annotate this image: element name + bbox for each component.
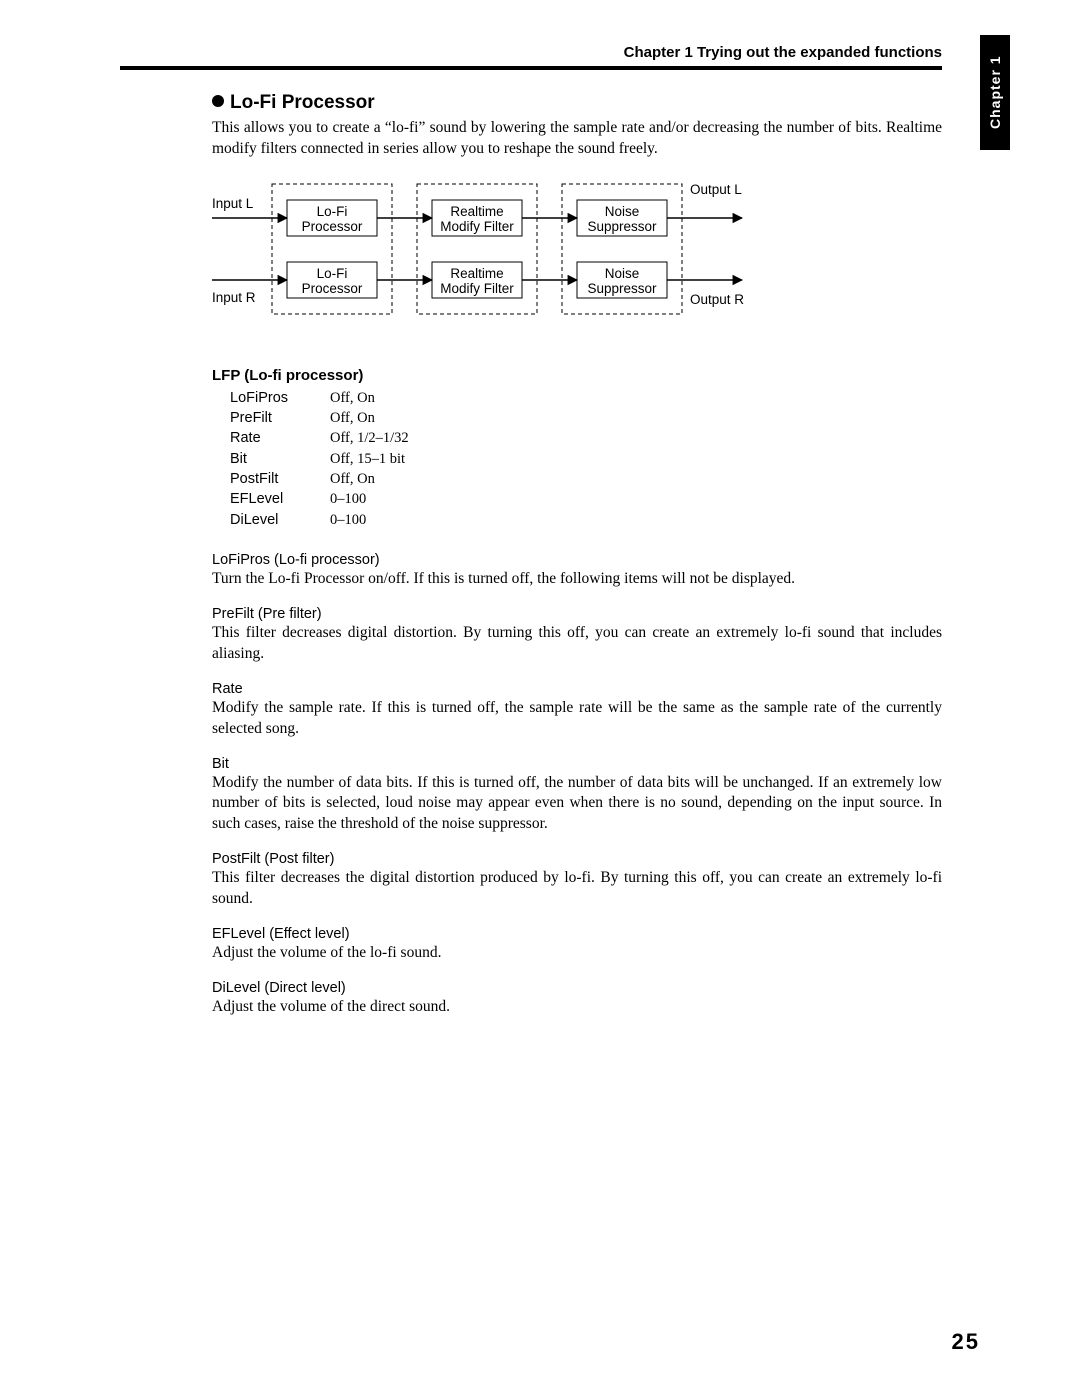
param-name: Rate (230, 428, 330, 448)
table-row: Bit Off, 15–1 bit (230, 449, 942, 469)
bullet-icon (212, 95, 224, 107)
def-dilevel: DiLevel (Direct level) Adjust the volume… (212, 980, 942, 1018)
svg-text:Modify Filter: Modify Filter (440, 281, 514, 296)
def-body: Modify the sample rate. If this is turne… (212, 698, 942, 740)
svg-text:Noise: Noise (605, 266, 640, 281)
svg-text:Output R: Output R (690, 292, 744, 307)
svg-text:Lo-Fi: Lo-Fi (317, 204, 348, 219)
param-value: 0–100 (330, 510, 366, 530)
lfp-title: LFP (Lo-fi processor) (212, 367, 942, 384)
page-content: Lo-Fi Processor This allows you to creat… (212, 92, 942, 1034)
def-head: Rate (212, 681, 942, 697)
table-row: LoFiPros Off, On (230, 388, 942, 408)
param-name: Bit (230, 449, 330, 469)
table-row: PostFilt Off, On (230, 469, 942, 489)
def-prefilt: PreFilt (Pre filter) This filter decreas… (212, 606, 942, 665)
signal-flow-diagram: Input L Input R Output L Output R Lo-Fi … (212, 176, 942, 331)
param-value: Off, On (330, 408, 375, 428)
param-value: Off, 1/2–1/32 (330, 428, 409, 448)
svg-text:Noise: Noise (605, 204, 640, 219)
svg-text:Suppressor: Suppressor (587, 281, 657, 296)
svg-text:Modify Filter: Modify Filter (440, 219, 514, 234)
section-title: Lo-Fi Processor (212, 92, 942, 114)
section-title-text: Lo-Fi Processor (230, 92, 375, 113)
chapter-header: Chapter 1 Trying out the expanded functi… (212, 44, 942, 61)
def-body: Modify the number of data bits. If this … (212, 773, 942, 836)
param-name: EFLevel (230, 489, 330, 509)
definitions: LoFiPros (Lo-fi processor) Turn the Lo-f… (212, 552, 942, 1018)
header-rule (120, 66, 942, 70)
param-table: LoFiPros Off, On PreFilt Off, On Rate Of… (230, 388, 942, 530)
table-row: PreFilt Off, On (230, 408, 942, 428)
def-head: LoFiPros (Lo-fi processor) (212, 552, 942, 568)
def-eflevel: EFLevel (Effect level) Adjust the volume… (212, 926, 942, 964)
svg-text:Realtime: Realtime (450, 204, 503, 219)
svg-text:Input L: Input L (212, 196, 254, 211)
def-body: Adjust the volume of the lo-fi sound. (212, 943, 942, 964)
def-postfilt: PostFilt (Post filter) This filter decre… (212, 851, 942, 910)
param-value: 0–100 (330, 489, 366, 509)
def-head: Bit (212, 756, 942, 772)
svg-text:Output L: Output L (690, 182, 742, 197)
def-body: This filter decreases digital distortion… (212, 623, 942, 665)
param-name: LoFiPros (230, 388, 330, 408)
svg-text:Suppressor: Suppressor (587, 219, 657, 234)
svg-text:Realtime: Realtime (450, 266, 503, 281)
param-name: PreFilt (230, 408, 330, 428)
def-lofipros: LoFiPros (Lo-fi processor) Turn the Lo-f… (212, 552, 942, 590)
section-intro: This allows you to create a “lo-fi” soun… (212, 118, 942, 160)
svg-text:Processor: Processor (302, 219, 363, 234)
svg-text:Lo-Fi: Lo-Fi (317, 266, 348, 281)
param-name: DiLevel (230, 510, 330, 530)
svg-text:Input R: Input R (212, 290, 256, 305)
def-body: Turn the Lo-fi Processor on/off. If this… (212, 569, 942, 590)
def-body: This filter decreases the digital distor… (212, 868, 942, 910)
param-name: PostFilt (230, 469, 330, 489)
def-head: EFLevel (Effect level) (212, 926, 942, 942)
def-head: PreFilt (Pre filter) (212, 606, 942, 622)
def-body: Adjust the volume of the direct sound. (212, 997, 942, 1018)
def-rate: Rate Modify the sample rate. If this is … (212, 681, 942, 740)
param-value: Off, On (330, 388, 375, 408)
page-number: 25 (952, 1329, 980, 1355)
chapter-tab: Chapter 1 (980, 35, 1010, 150)
def-head: DiLevel (Direct level) (212, 980, 942, 996)
def-bit: Bit Modify the number of data bits. If t… (212, 756, 942, 836)
def-head: PostFilt (Post filter) (212, 851, 942, 867)
table-row: Rate Off, 1/2–1/32 (230, 428, 942, 448)
param-value: Off, 15–1 bit (330, 449, 405, 469)
table-row: DiLevel 0–100 (230, 510, 942, 530)
svg-text:Processor: Processor (302, 281, 363, 296)
table-row: EFLevel 0–100 (230, 489, 942, 509)
param-value: Off, On (330, 469, 375, 489)
